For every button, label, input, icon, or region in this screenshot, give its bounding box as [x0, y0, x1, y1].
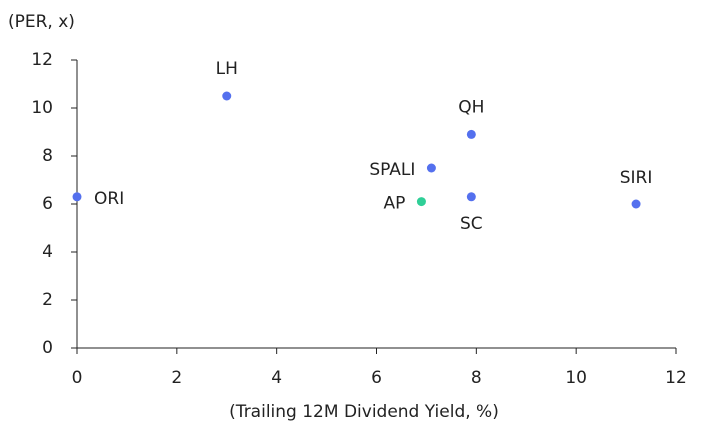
point-label: ORI	[94, 189, 124, 209]
y-tick-label: 12	[31, 50, 53, 70]
point	[72, 192, 82, 202]
x-tick-label: 0	[72, 368, 83, 388]
point-label: QH	[458, 97, 484, 117]
x-tick-label: 6	[371, 368, 382, 388]
x-tick-label: 8	[471, 368, 482, 388]
x-tick-label: 4	[271, 368, 282, 388]
point-label: SC	[460, 214, 483, 234]
x-tick-label: 12	[665, 368, 687, 388]
point	[631, 199, 641, 209]
y-tick-label: 4	[42, 242, 53, 262]
point-label: LH	[216, 59, 238, 79]
point	[466, 129, 476, 139]
point	[426, 163, 436, 173]
y-axis-title: (PER, x)	[8, 12, 75, 32]
x-axis-title: (Trailing 12M Dividend Yield, %)	[229, 402, 499, 422]
y-tick-label: 2	[42, 290, 53, 310]
point-label: AP	[384, 194, 406, 214]
point	[222, 91, 232, 101]
y-tick-label: 6	[42, 194, 53, 214]
x-tick-label: 10	[565, 368, 587, 388]
point	[416, 197, 426, 207]
x-tick-label: 2	[171, 368, 182, 388]
y-tick-label: 0	[42, 338, 53, 358]
point-label: SPALI	[369, 160, 415, 180]
point	[466, 192, 476, 202]
point-label: SIRI	[620, 168, 653, 188]
y-tick-label: 10	[31, 98, 53, 118]
y-tick-label: 8	[42, 146, 53, 166]
